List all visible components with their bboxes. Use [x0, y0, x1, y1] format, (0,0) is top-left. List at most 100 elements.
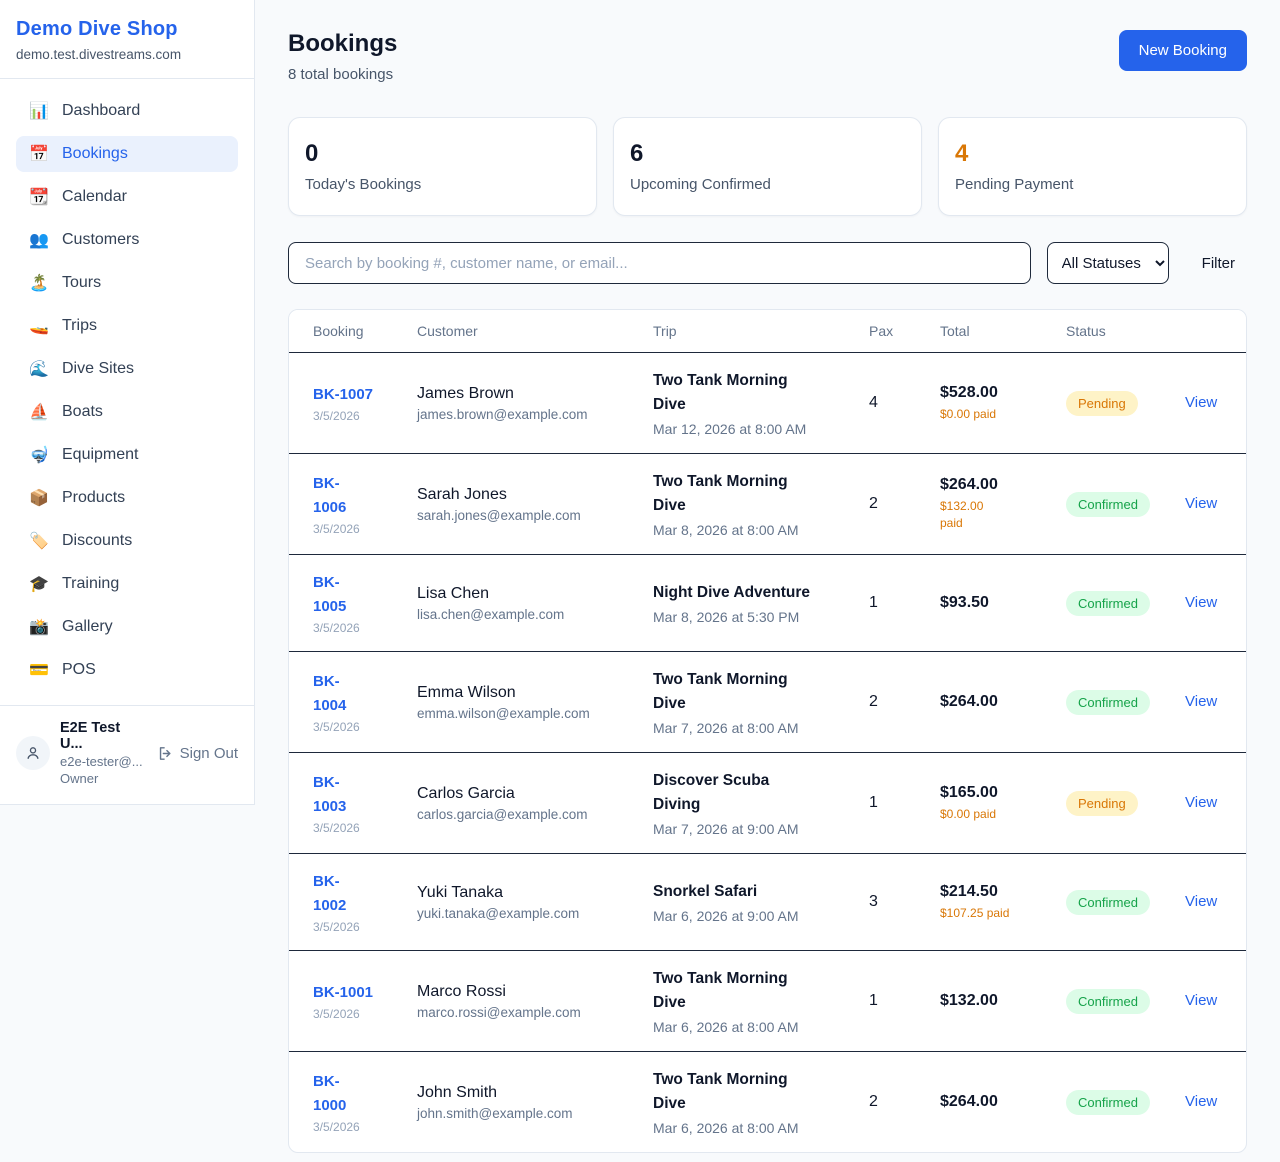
- booking-id-link[interactable]: BK- 1004: [313, 673, 347, 714]
- column-header: Customer: [401, 310, 637, 353]
- status-badge: Confirmed: [1066, 689, 1150, 715]
- trip-date: Mar 6, 2026 at 8:00 AM: [653, 1120, 799, 1136]
- table-row: BK- 1004 3/5/2026 Emma Wilson emma.wilso…: [289, 651, 1246, 753]
- customer-email: sarah.jones@example.com: [417, 507, 581, 523]
- booking-id-link[interactable]: BK-1007: [313, 386, 374, 403]
- sidebar-item-equipment[interactable]: 🤿 Equipment: [16, 437, 238, 473]
- stat-value: 6: [630, 140, 644, 167]
- sidebar-item-tours[interactable]: 🏝️ Tours: [16, 265, 238, 301]
- brand-domain: demo.test.divestreams.com: [16, 47, 182, 62]
- sidebar-item-label: Equipment: [62, 446, 139, 463]
- customer-email: lisa.chen@example.com: [417, 606, 565, 622]
- customer-name: Carlos Garcia: [417, 784, 515, 802]
- booking-id-link[interactable]: BK-1001: [313, 984, 374, 1001]
- stat-card: 4 Pending Payment: [938, 117, 1247, 216]
- status-select[interactable]: All Statuses: [1046, 242, 1169, 284]
- table-row: BK- 1002 3/5/2026 Yuki Tanaka yuki.tanak…: [289, 853, 1246, 951]
- filter-row: All Statuses Filter: [288, 242, 1247, 284]
- sidebar-item-discounts[interactable]: 🏷️ Discounts: [16, 523, 238, 559]
- sidebar-item-label: Discounts: [62, 532, 133, 549]
- trip-name: Snorkel Safari: [653, 883, 758, 900]
- view-link[interactable]: View: [1185, 992, 1218, 1009]
- total-amount: $264.00: [940, 693, 998, 710]
- trip-name: Two Tank Morning Dive: [653, 372, 788, 413]
- sidebar-item-training[interactable]: 🎓 Training: [16, 566, 238, 602]
- sidebar-item-label: Customers: [62, 231, 140, 248]
- bookings-table: Booking Customer Trip Pax Total Status BK-100…: [289, 310, 1246, 1152]
- stat-label: Pending Payment: [955, 176, 1074, 193]
- customer-name: Emma Wilson: [417, 683, 516, 701]
- stat-value: 4: [955, 140, 969, 167]
- paid-amount: $132.00 paid: [940, 499, 984, 530]
- new-booking-button[interactable]: New Booking: [1118, 30, 1247, 71]
- boats-sailboat-icon: ⛵: [29, 404, 49, 421]
- sidebar-item-pos[interactable]: 💳 POS: [16, 652, 238, 688]
- paid-amount: $0.00 paid: [940, 806, 997, 821]
- sidebar-item-label: Products: [62, 489, 126, 506]
- trips-speedboat-icon: 🚤: [29, 318, 49, 335]
- sidebar-item-calendar[interactable]: 📆 Calendar: [16, 179, 238, 215]
- filter-button[interactable]: Filter: [1201, 254, 1235, 272]
- customer-email: marco.rossi@example.com: [417, 1004, 581, 1020]
- view-link[interactable]: View: [1185, 693, 1218, 710]
- booking-id-link[interactable]: BK- 1000: [313, 1073, 347, 1114]
- sidebar-item-label: Trips: [62, 317, 97, 334]
- customer-name: James Brown: [417, 384, 514, 402]
- view-link[interactable]: View: [1185, 594, 1218, 611]
- table-row: BK- 1005 3/5/2026 Lisa Chen lisa.chen@ex…: [289, 554, 1246, 652]
- status-badge: Confirmed: [1066, 1089, 1150, 1115]
- table-row: BK-1001 3/5/2026 Marco Rossi marco.rossi…: [289, 950, 1246, 1052]
- user-icon: [27, 747, 39, 759]
- customer-name: Marco Rossi: [417, 982, 506, 1000]
- search-input[interactable]: [288, 242, 1031, 284]
- stats-row: 0 Today's Bookings 6 Upcoming Confirmed …: [288, 117, 1247, 216]
- total-amount: $132.00: [940, 992, 998, 1009]
- tours-island-icon: 🏝️: [29, 275, 49, 292]
- booking-id-link[interactable]: BK- 1003: [313, 774, 347, 815]
- sidebar-item-label: Boats: [62, 403, 103, 420]
- sidebar-item-dive-sites[interactable]: 🌊 Dive Sites: [16, 351, 238, 387]
- sign-out-label: Sign Out: [179, 744, 238, 762]
- sidebar-item-bookings[interactable]: 📅 Bookings: [16, 136, 238, 172]
- sidebar-item-label: Dashboard: [62, 102, 141, 119]
- customer-name: Lisa Chen: [417, 584, 490, 602]
- booking-date: 3/5/2026: [313, 522, 360, 536]
- view-link[interactable]: View: [1185, 1093, 1218, 1110]
- gallery-camera-icon: 📸: [29, 619, 49, 636]
- page-title: Bookings: [288, 30, 398, 57]
- column-header: Booking: [289, 310, 401, 353]
- products-package-icon: 📦: [29, 490, 49, 507]
- sidebar-item-label: Calendar: [62, 188, 127, 205]
- customer-email: yuki.tanaka@example.com: [417, 905, 580, 921]
- total-amount: $528.00: [940, 383, 998, 401]
- main-content: Bookings 8 total bookings New Booking 0 …: [255, 0, 1280, 1153]
- booking-id-link[interactable]: BK- 1006: [313, 475, 347, 516]
- trip-date: Mar 6, 2026 at 9:00 AM: [653, 908, 799, 924]
- view-link[interactable]: View: [1185, 893, 1218, 910]
- sign-out-button[interactable]: Sign Out: [157, 745, 238, 762]
- user-email: e2e-tester@...: [60, 754, 143, 769]
- sidebar-item-trips[interactable]: 🚤 Trips: [16, 308, 238, 344]
- sidebar-item-dashboard[interactable]: 📊 Dashboard: [16, 93, 238, 129]
- view-link[interactable]: View: [1185, 794, 1218, 811]
- booking-id-link[interactable]: BK- 1002: [313, 873, 347, 914]
- total-amount: $93.50: [940, 594, 989, 611]
- discounts-tag-icon: 🏷️: [29, 533, 49, 550]
- sidebar-item-products[interactable]: 📦 Products: [16, 480, 238, 516]
- sidebar-item-customers[interactable]: 👥 Customers: [16, 222, 238, 258]
- trip-name: Two Tank Morning Dive: [653, 970, 788, 1011]
- table-row: BK- 1000 3/5/2026 John Smith john.smith@…: [289, 1052, 1246, 1153]
- pax-count: 2: [869, 495, 878, 512]
- brand-block: Demo Dive Shop demo.test.divestreams.com: [0, 0, 254, 79]
- column-header: Status: [1050, 310, 1169, 353]
- sidebar-item-gallery[interactable]: 📸 Gallery: [16, 609, 238, 645]
- pax-count: 1: [869, 992, 878, 1009]
- view-link[interactable]: View: [1185, 394, 1218, 411]
- booking-date: 3/5/2026: [313, 409, 360, 423]
- page-subtitle: 8 total bookings: [288, 66, 394, 83]
- sidebar-item-boats[interactable]: ⛵ Boats: [16, 394, 238, 430]
- booking-id-link[interactable]: BK- 1005: [313, 574, 347, 615]
- bookings-calendar-icon: 📅: [29, 146, 49, 163]
- dashboard-chart-icon: 📊: [29, 103, 49, 120]
- view-link[interactable]: View: [1185, 495, 1218, 512]
